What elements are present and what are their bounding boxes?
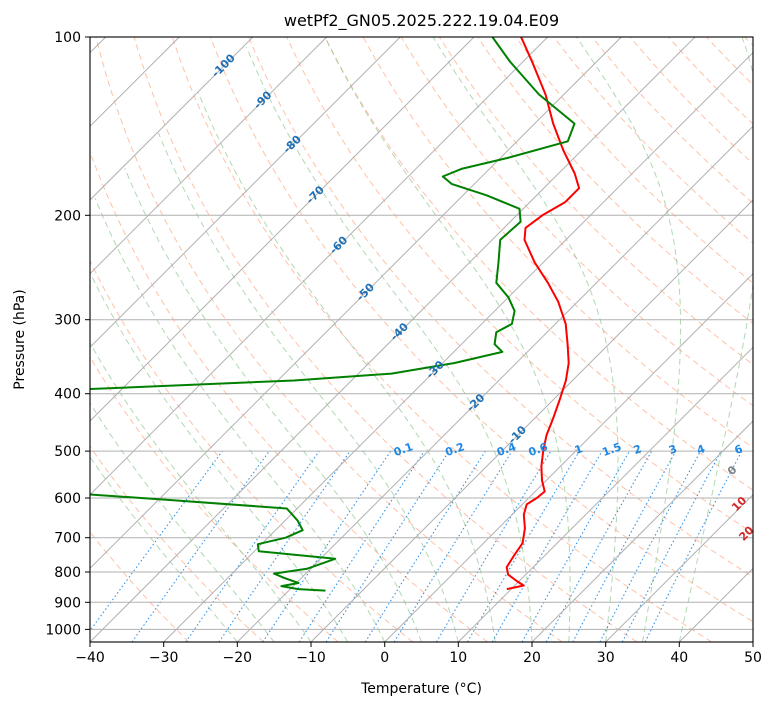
y-tick-label: 500 [54,444,81,460]
dry-adiabat [400,37,753,407]
x-tick-label: 20 [523,650,541,666]
isotherm-gridline [531,420,753,642]
mixing-ratio-line [435,450,552,642]
isotherm-gridline [457,346,753,642]
mixing-ratio-label: 6 [733,442,745,457]
mixing-ratio-label: 0.1 [392,440,415,459]
x-tick-label: 0 [380,650,389,666]
reference-lines [90,37,753,642]
y-tick-label: 100 [54,30,81,46]
mixing-ratio-label: 1.5 [600,440,623,459]
y-tick-label: 300 [54,313,81,329]
y-tick-label: 200 [54,208,81,224]
dry-adiabat [90,445,264,642]
isotherm-gridline [236,125,753,642]
isotherm-gridline [90,37,254,201]
moist-adiabat [432,37,619,642]
isotherm-gridline [310,199,753,642]
moist-adiabat [157,132,459,642]
dry-adiabat [90,259,414,642]
plot-frame [89,36,754,643]
mixing-ratio-line [545,450,653,642]
mixing-ratio-label: 2 [632,442,644,457]
dry-adiabat [248,37,753,578]
isotherm-gridline [90,37,328,275]
mixing-ratio-line [185,450,320,642]
moist-adiabat [124,167,422,642]
moist-adiabat [678,37,753,642]
mixing-ratio-line [521,450,630,642]
dry-adiabat [629,37,753,165]
y-tick-label: 400 [54,387,81,403]
isotherm-gridline [90,37,622,570]
isotherm-gridline [163,51,753,642]
y-axis-label: Pressure (hPa) [12,289,28,389]
pressure-gridlines [90,37,753,630]
moist-adiabat [246,46,533,642]
chart-title: wetPf2_GN05.2025.222.19.04.E09 [284,11,559,31]
mixing-ratio-line [393,450,513,642]
x-tick-label: −40 [75,650,105,666]
moist-adiabat [90,456,238,642]
isotherm-gridline [90,37,401,349]
y-tick-label: 800 [54,565,81,581]
mixing-ratio-line [621,450,722,642]
mixing-ratio-label: 0.2 [443,440,466,459]
mixing-ratio-line [572,450,677,642]
x-tick-label: 30 [597,650,615,666]
dewpoint-line [90,37,576,592]
moist-adiabat [197,92,496,642]
dry-adiabat [210,37,753,623]
x-tick-label: 40 [670,650,688,666]
mixing-ratio-label: 1 [573,442,585,457]
mixing-ratio-line [644,450,743,642]
plot-area: -100-90-80-70-60-50-40-30-20-100.1 0.2 0.4… [90,37,771,642]
mixing-ratio-line [364,450,486,642]
temperature-line [505,37,581,591]
mixing-ratio-label: 4 [695,442,707,457]
x-axis: −40 −30 −20 −10 0 10 20 30 40 50 [75,642,762,666]
mixing-ratio-line [131,450,270,642]
mixing-ratio-line [218,450,351,642]
x-axis-label: Temperature (°C) [360,681,482,697]
dry-adiabat [324,37,753,491]
dry-adiabat [515,37,753,284]
moist-adiabat [575,37,682,642]
isotherm-gridline [605,493,753,642]
dry-adiabat [591,37,753,204]
x-tick-label: 50 [744,650,762,666]
dry-adiabat [133,37,638,642]
moist-adiabat [94,198,386,642]
mixing-ratio-label: 3 [667,442,679,457]
y-tick-label: 900 [54,595,81,611]
isotherm-gridline [384,272,753,642]
mixing-ratio-line [262,450,392,642]
x-tick-label: 10 [449,650,467,666]
mixing-ratio-label: 0.4 [495,440,518,459]
y-tick-label: 700 [54,531,81,547]
profile-traces [90,37,581,592]
x-tick-label: −30 [149,650,179,666]
mixing-ratio-line [599,450,701,642]
dry-adiabat [477,37,753,325]
y-tick-label: 1000 [45,622,81,638]
mixing-ratio-label: 0.6 [527,440,550,459]
isotherm-gridline [90,37,475,422]
moist-adiabat [324,37,571,642]
dry-adiabat [95,37,563,642]
y-tick-label: 600 [54,491,81,507]
x-tick-label: −10 [296,650,326,666]
moist-adiabat [90,341,312,642]
mixing-ratio-line [467,450,580,642]
x-tick-label: −20 [223,650,253,666]
isotherm-gridline [90,37,549,496]
isotherm-gridline [90,37,696,642]
y-axis: 100 200 300 400 500 600 700 800 900 1000 [45,30,90,638]
ctt-label: 30 [751,553,771,573]
